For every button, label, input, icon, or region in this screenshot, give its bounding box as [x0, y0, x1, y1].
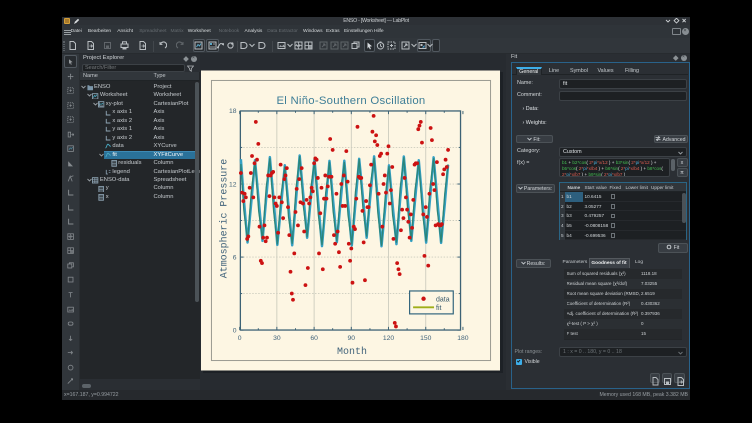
svg-text:El Niño-Southern Oscillation: El Niño-Southern Oscillation	[276, 95, 425, 107]
svg-text:60: 60	[310, 335, 318, 342]
svg-text:0: 0	[233, 327, 237, 334]
svg-text:6: 6	[233, 254, 237, 261]
svg-text:150: 150	[420, 335, 432, 342]
svg-text:fit: fit	[436, 305, 441, 312]
svg-text:data: data	[436, 296, 450, 303]
svg-text:180: 180	[457, 335, 469, 342]
svg-text:Month: Month	[337, 346, 367, 357]
svg-text:12: 12	[229, 181, 237, 188]
svg-text:Atmospheric Pressure: Atmospheric Pressure	[218, 159, 229, 278]
svg-text:30: 30	[273, 335, 281, 342]
svg-text:120: 120	[383, 335, 395, 342]
svg-text:90: 90	[348, 335, 356, 342]
svg-text:18: 18	[229, 108, 237, 115]
svg-text:0: 0	[238, 335, 242, 342]
